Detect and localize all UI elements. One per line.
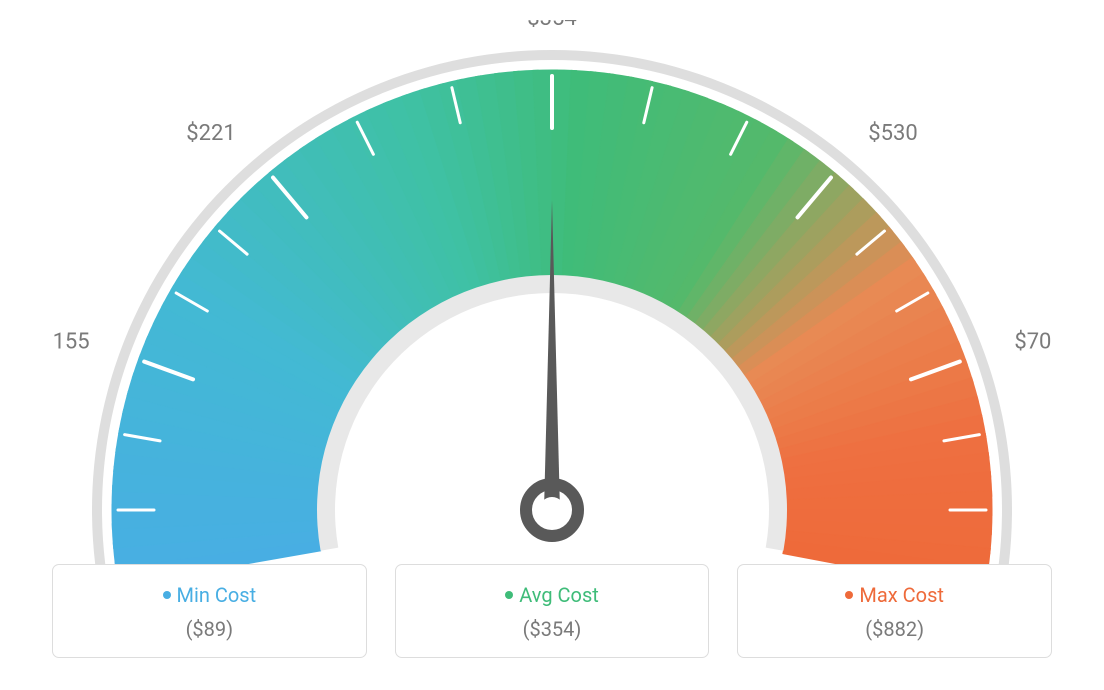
legend-min-label: Min Cost: [177, 583, 257, 607]
legend-max-label: Max Cost: [859, 583, 944, 607]
legend-row: Min Cost ($89) Avg Cost ($354) Max Cost …: [52, 564, 1052, 658]
legend-max-title: Max Cost: [748, 583, 1041, 607]
legend-max-value: ($882): [748, 617, 1041, 641]
legend-min-value: ($89): [63, 617, 356, 641]
legend-min-title: Min Cost: [63, 583, 356, 607]
svg-text:$155: $155: [52, 330, 90, 355]
legend-avg-dot: [505, 591, 513, 599]
legend-avg-box: Avg Cost ($354): [395, 564, 710, 658]
legend-avg-value: ($354): [406, 617, 699, 641]
svg-text:$530: $530: [868, 121, 917, 146]
legend-min-dot: [163, 591, 171, 599]
cost-gauge-chart: $89$155$221$354$530$706$882: [52, 20, 1052, 580]
legend-avg-title: Avg Cost: [406, 583, 699, 607]
legend-min-box: Min Cost ($89): [52, 564, 367, 658]
svg-text:$354: $354: [527, 20, 576, 31]
svg-text:$706: $706: [1014, 330, 1052, 355]
gauge-svg: $89$155$221$354$530$706$882: [52, 20, 1052, 580]
legend-max-box: Max Cost ($882): [737, 564, 1052, 658]
svg-text:$221: $221: [186, 121, 235, 146]
legend-avg-label: Avg Cost: [519, 583, 599, 607]
legend-max-dot: [845, 591, 853, 599]
